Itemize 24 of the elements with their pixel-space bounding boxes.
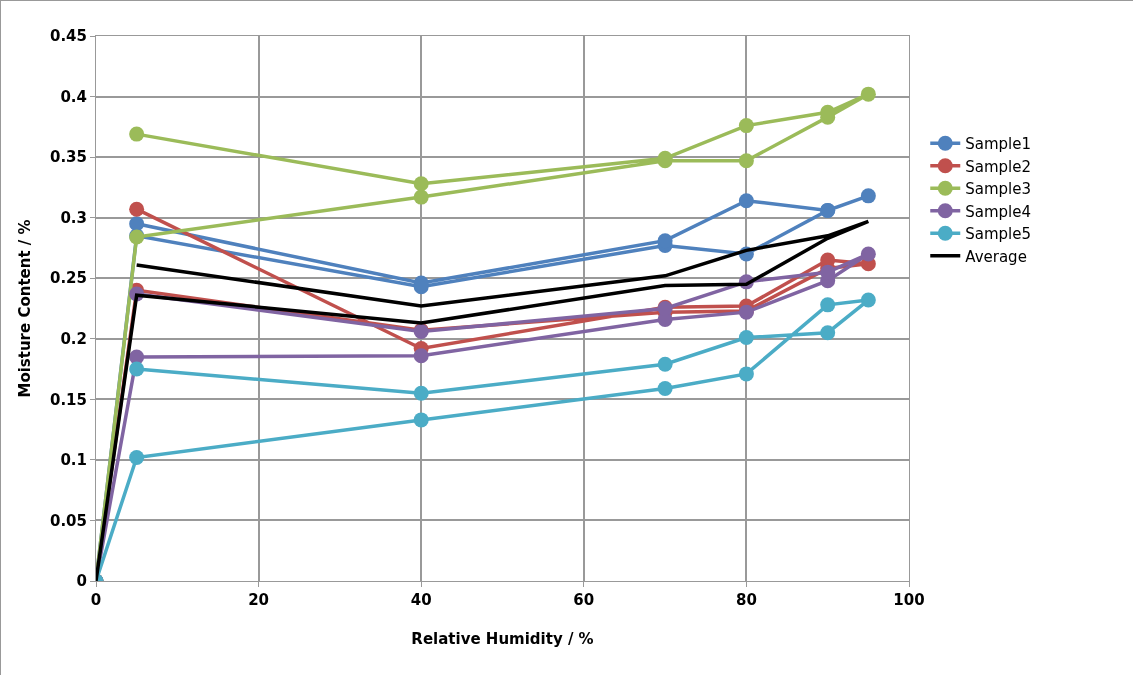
legend-label: Sample1 — [965, 135, 1032, 154]
y-tick-label: 0.15 — [49, 390, 87, 409]
y-tick-label: 0.25 — [49, 269, 87, 288]
legend-label: Sample4 — [965, 202, 1032, 221]
legend-label: Sample5 — [965, 225, 1032, 244]
y-tick-label: 0.05 — [49, 511, 87, 530]
y-tick-label: 0.2 — [60, 330, 87, 349]
legend-label: Average — [965, 247, 1027, 266]
x-tick-label: 80 — [735, 591, 757, 609]
x-tick-label: 20 — [248, 591, 270, 609]
y-tick-label: 0.1 — [60, 451, 87, 470]
y-tick-label: 0 — [76, 572, 87, 591]
legend-label: Sample2 — [965, 157, 1032, 176]
y-tick-label: 0.45 — [49, 27, 87, 46]
x-tick-label: 0 — [90, 591, 102, 609]
x-tick-label: 100 — [893, 591, 925, 609]
x-tick-label: 60 — [573, 591, 595, 609]
y-tick-label: 0.4 — [60, 87, 87, 106]
x-axis-title: Relative Humidity / % — [411, 630, 594, 648]
y-tick-label: 0.3 — [60, 208, 87, 227]
y-tick-label: 0.35 — [49, 148, 87, 167]
legend-label: Sample3 — [965, 180, 1032, 199]
x-tick-label: 40 — [410, 591, 432, 609]
y-axis-title: Moisture Content / % — [16, 219, 35, 398]
